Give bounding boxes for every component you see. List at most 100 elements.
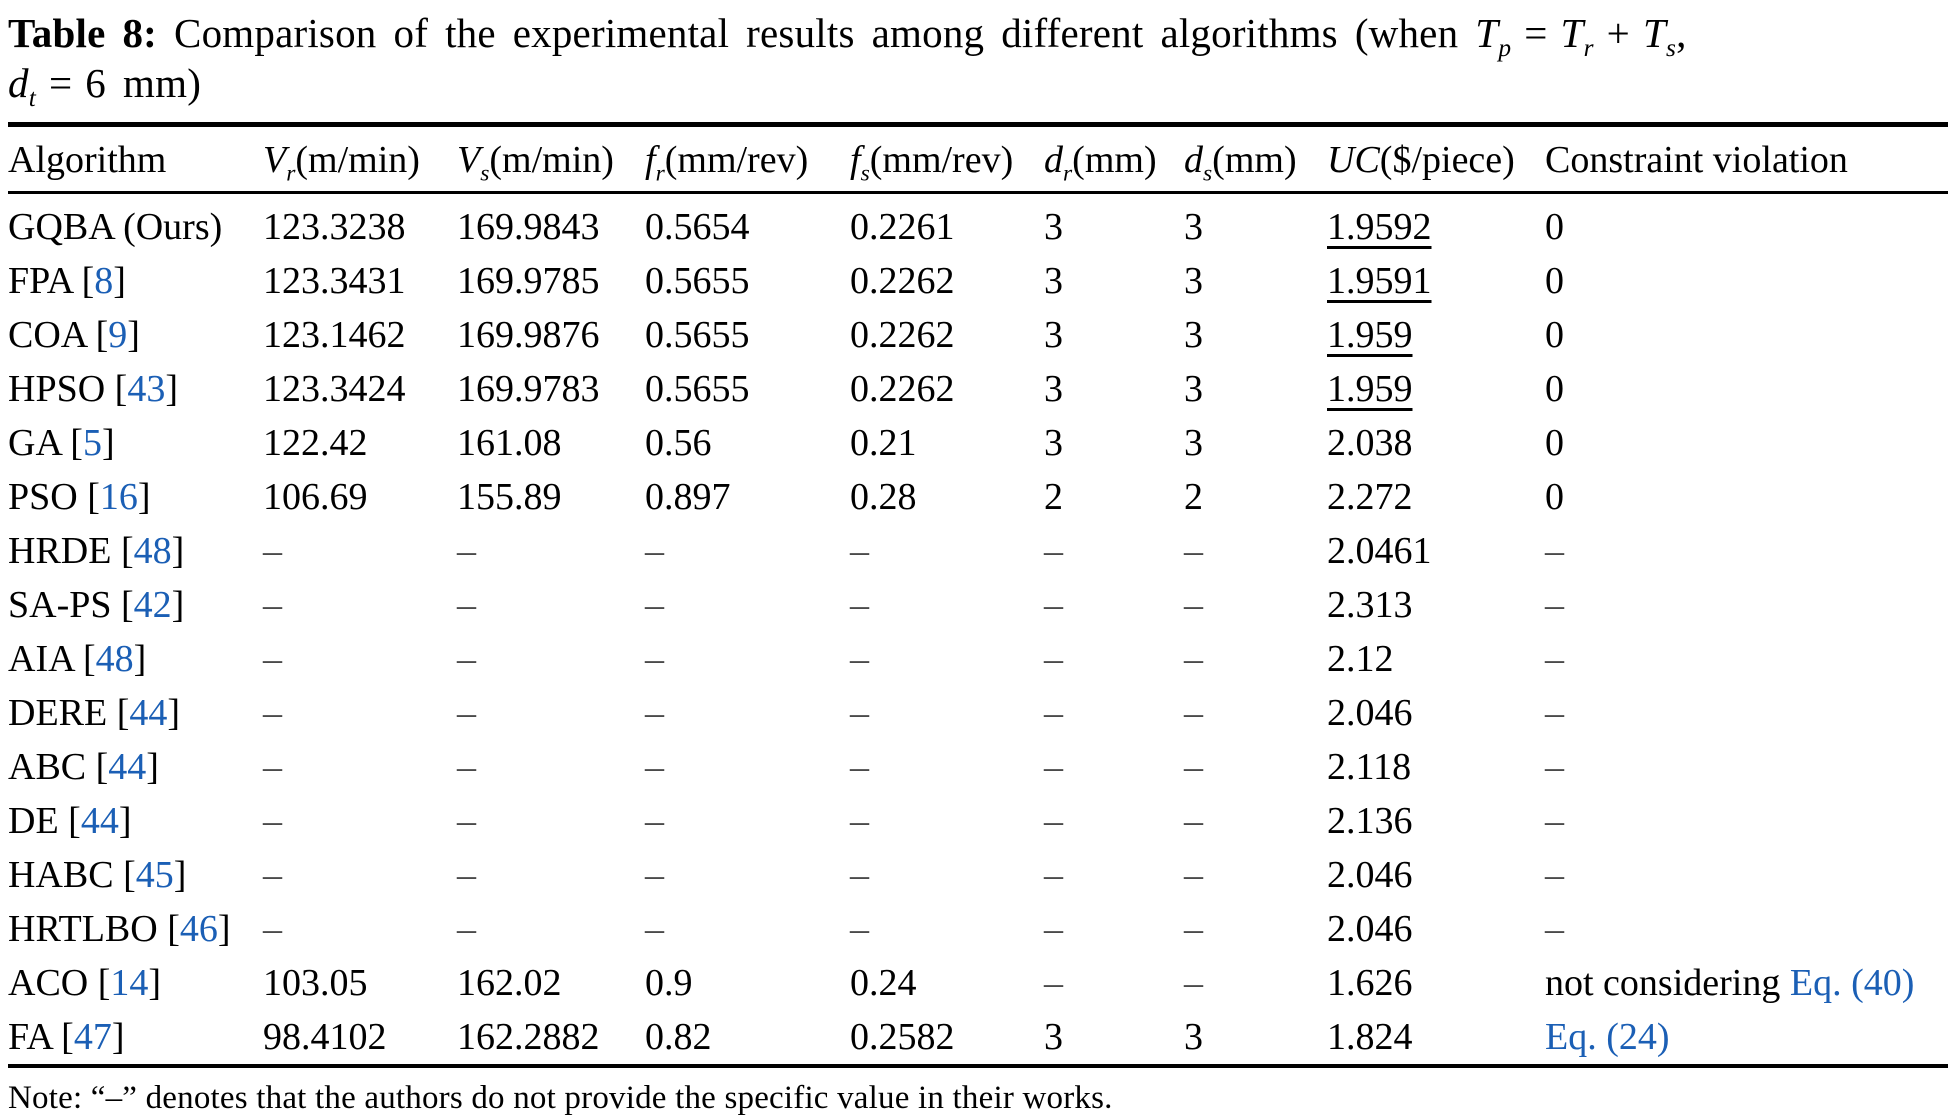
table-row: HRDE [48] – – – – – –2.0461– <box>8 524 1948 578</box>
value-cell: 0.897 <box>645 476 731 519</box>
algorithm-name: GA <box>8 422 61 465</box>
value-cell: – <box>1044 908 1063 951</box>
uc-cell: 2.046 <box>1327 686 1545 740</box>
caption-segment: , <box>1676 10 1687 56</box>
bracket: [ <box>88 962 111 1005</box>
citation-link[interactable]: 45 <box>135 854 174 897</box>
uc-cell: 1.959 <box>1327 308 1545 362</box>
value-cell: 2 <box>1184 476 1203 519</box>
value-cell: – <box>263 638 282 681</box>
bracket: ] <box>118 800 132 843</box>
column-symbol: V <box>457 139 481 182</box>
table-row: DE [44] – – – – – –2.136– <box>8 794 1948 848</box>
value-cell: 169.9876 <box>457 314 600 357</box>
caption-segment: Table 8: <box>8 10 158 56</box>
uc-value: 2.046 <box>1327 854 1413 897</box>
value-cell: 106.69 <box>263 476 368 519</box>
algorithm-name: HRDE <box>8 530 112 573</box>
bracket: [ <box>58 800 81 843</box>
value-cell: – <box>263 692 282 735</box>
value-cell: – <box>263 854 282 897</box>
uc-value: 2.046 <box>1327 692 1413 735</box>
value-cell: – <box>1184 746 1203 789</box>
caption-segment: p <box>1498 34 1512 63</box>
value-cell: 123.3238 <box>263 206 406 249</box>
column-header: Vr(m/min) <box>263 124 457 195</box>
citation-link[interactable]: 42 <box>133 584 172 627</box>
uc-cell: 2.313 <box>1327 578 1545 632</box>
value-cell: – <box>1044 584 1063 627</box>
value-cell: 162.02 <box>457 962 562 1005</box>
column-unit: (mm/rev) <box>664 139 809 182</box>
bracket: [ <box>86 746 109 789</box>
eq-link[interactable]: Eq. (24) <box>1545 1016 1670 1059</box>
value-cell: 3 <box>1044 206 1063 249</box>
algorithm-cell: HABC [45] <box>8 848 263 902</box>
bracket: [ <box>77 476 100 519</box>
value-cell: 3 <box>1044 1016 1063 1059</box>
citation-link[interactable]: 8 <box>94 260 114 303</box>
table-row: SA-PS [42] – – – – – –2.313– <box>8 578 1948 632</box>
caption-segment: + <box>1606 10 1630 56</box>
citation-link[interactable]: 16 <box>99 476 138 519</box>
citation-link[interactable]: 44 <box>129 692 168 735</box>
bracket: ] <box>171 530 185 573</box>
value-cell: 0.21 <box>850 422 917 465</box>
algorithm-name: ABC <box>8 746 87 789</box>
constraint-violation-cell: 0 <box>1545 422 1564 465</box>
uc-cell: 2.272 <box>1327 470 1545 524</box>
constraint-text: not considering <box>1545 962 1790 1005</box>
citation-link[interactable]: 44 <box>80 800 119 843</box>
citation-link[interactable]: 9 <box>108 314 128 357</box>
constraint-violation-cell: 0 <box>1545 314 1564 357</box>
citation-link[interactable]: 5 <box>82 422 102 465</box>
caption-segment: 6 mm) <box>85 60 202 107</box>
column-subscript: s <box>1203 160 1213 187</box>
value-cell: 169.9785 <box>457 260 600 303</box>
value-cell: – <box>645 854 664 897</box>
algorithm-name: AIA <box>8 638 74 681</box>
bracket: ] <box>165 368 178 411</box>
constraint-violation-cell: – <box>1545 692 1564 735</box>
bracket: [ <box>72 260 95 303</box>
value-cell: – <box>850 638 869 681</box>
column-subscript: r <box>286 160 296 187</box>
value-cell: – <box>263 530 282 573</box>
citation-link[interactable]: 48 <box>133 530 172 573</box>
value-cell: 0.5655 <box>645 260 750 303</box>
citation-link[interactable]: 44 <box>108 746 147 789</box>
bracket: [ <box>60 422 83 465</box>
uc-value: 2.313 <box>1327 584 1413 627</box>
column-unit: (mm) <box>1212 139 1297 182</box>
value-cell: – <box>1184 584 1203 627</box>
algorithm-cell: DERE [44] <box>8 686 263 740</box>
table-row: FA [47] 98.4102 162.2882 0.82 0.2582 3 3 1.824 E… <box>8 1010 1948 1066</box>
value-cell: – <box>1184 800 1203 843</box>
bracket: [ <box>111 530 134 573</box>
column-header: UC($/piece) <box>1327 124 1545 195</box>
uc-value: 2.0461 <box>1327 530 1432 573</box>
algorithm-name: FA <box>8 1016 52 1059</box>
bracket: ] <box>217 908 231 951</box>
algorithm-cell: PSO [16] <box>8 470 263 524</box>
citation-link[interactable]: 48 <box>95 638 134 681</box>
citation-link[interactable]: 47 <box>73 1016 112 1059</box>
eq-link[interactable]: Eq. (40) <box>1789 962 1915 1005</box>
value-cell: – <box>1184 638 1203 681</box>
bracket: ] <box>173 854 187 897</box>
table-body: GQBA (Ours) 123.3238 169.9843 0.5654 0.2261 3… <box>8 193 1948 1067</box>
bracket: [ <box>111 584 134 627</box>
table-row: ABC [44] – – – – – –2.118– <box>8 740 1948 794</box>
value-cell: – <box>645 800 664 843</box>
citation-link[interactable]: 14 <box>110 962 149 1005</box>
value-cell: 3 <box>1044 368 1063 411</box>
value-cell: – <box>850 746 869 789</box>
value-cell: – <box>1044 638 1063 681</box>
citation-link[interactable]: 46 <box>179 908 218 951</box>
column-unit: (m/min) <box>295 139 420 182</box>
algorithm-cell: FPA [8] <box>8 254 263 308</box>
bracket: [ <box>107 692 130 735</box>
citation-link[interactable]: 43 <box>127 368 166 411</box>
uc-value: 1.959 <box>1327 368 1413 411</box>
uc-cell: 2.0461 <box>1327 524 1545 578</box>
